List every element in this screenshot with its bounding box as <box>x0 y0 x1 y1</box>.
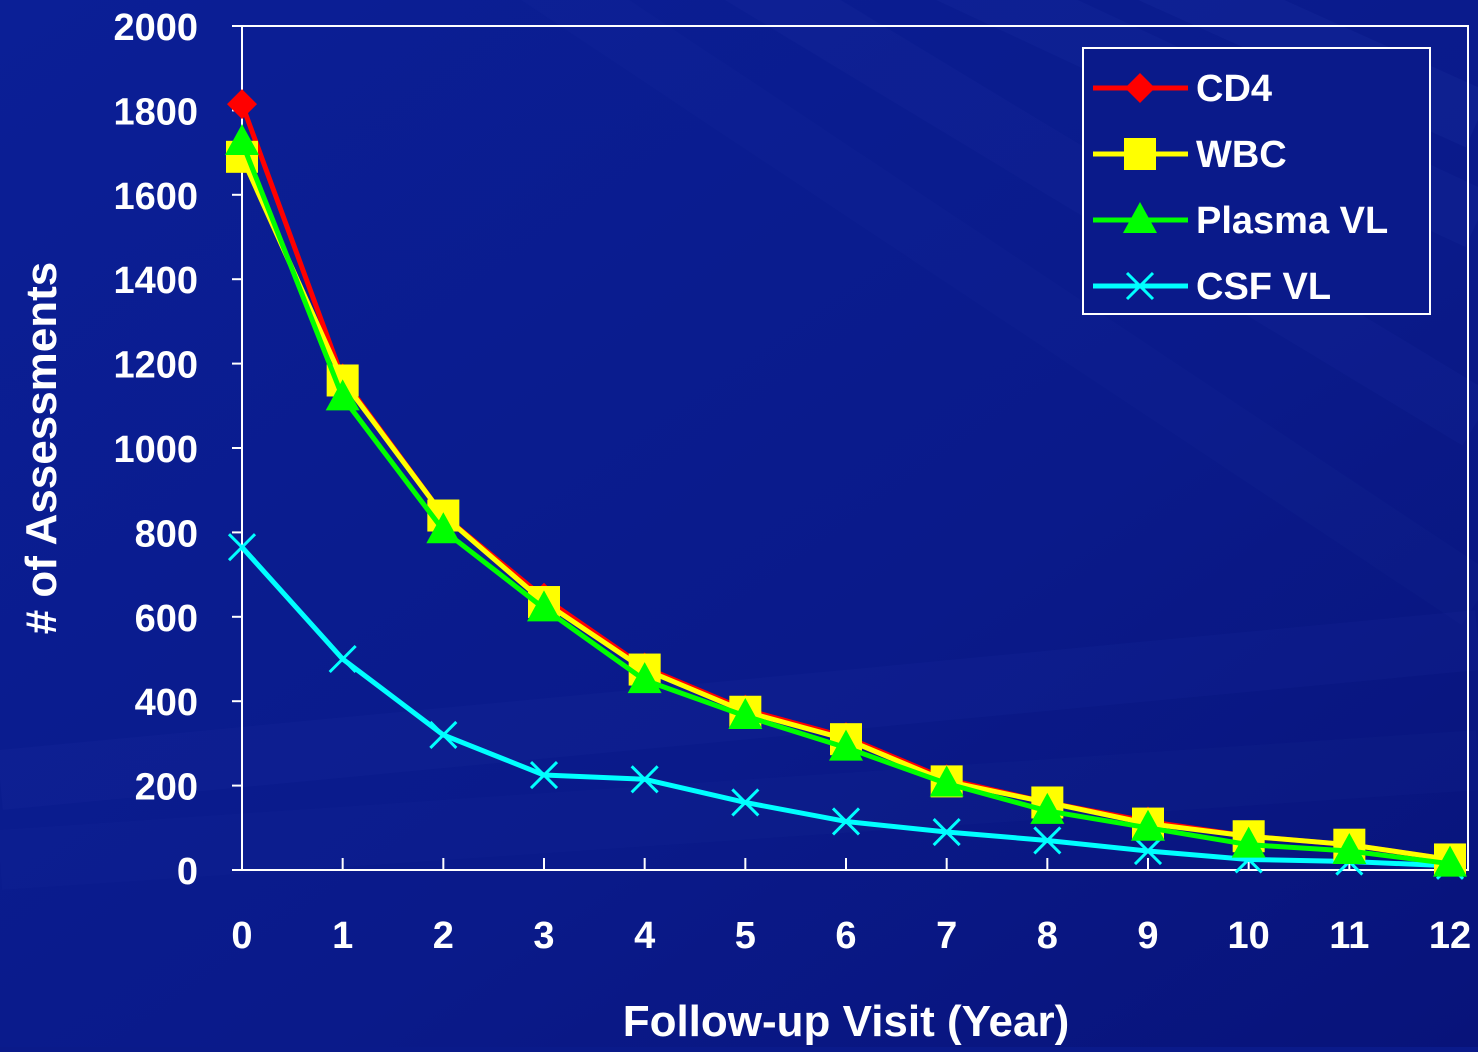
series-layer <box>225 89 1467 880</box>
data-point-plasma-vl <box>929 765 964 797</box>
x-tick-label: 6 <box>835 915 856 957</box>
x-tick-label: 11 <box>1329 915 1369 957</box>
x-axis: 0 1 2 3 4 5 6 7 8 9 10 11 12 <box>231 858 1471 957</box>
y-tick-label: 400 <box>135 682 198 724</box>
x-axis-label: Follow-up Visit (Year) <box>623 997 1070 1046</box>
legend-marker-wbc <box>1124 138 1156 170</box>
data-point-csf-vl <box>932 817 961 847</box>
y-axis: 0 200 400 600 800 1000 1200 1400 1600 1800 2000 <box>113 7 242 893</box>
x-tick-label: 10 <box>1228 915 1270 957</box>
x-tick-label: 8 <box>1037 915 1058 957</box>
data-point-plasma-vl <box>527 590 561 622</box>
x-tick-label: 9 <box>1137 915 1158 957</box>
x-tick-label: 1 <box>332 915 353 957</box>
legend-marker-csf-vl <box>1125 271 1155 301</box>
y-tick-label: 1200 <box>113 345 198 387</box>
background-ray <box>521 0 1478 625</box>
data-point-plasma-vl <box>627 662 662 694</box>
x-tick-label: 4 <box>634 915 655 957</box>
data-point-plasma-vl <box>1030 792 1065 824</box>
y-tick-label: 2000 <box>113 7 198 49</box>
data-point-csf-vl <box>529 760 559 790</box>
y-tick-label: 600 <box>135 598 198 640</box>
y-tick-label: 200 <box>135 767 198 809</box>
series-plasma-vl <box>225 124 1467 877</box>
data-point-plasma-vl <box>225 124 259 156</box>
legend-label-csf-vl: CSF VL <box>1196 266 1331 308</box>
data-point-plasma-vl <box>426 512 461 544</box>
legend-marker-plasma-vl <box>1123 202 1157 233</box>
legend: CD4 WBC Plasma VL CSF VL <box>1082 47 1431 315</box>
x-tick-label: 5 <box>735 915 756 957</box>
data-point-plasma-vl <box>1433 845 1467 877</box>
legend-marker-cd4 <box>1125 73 1155 103</box>
data-point-plasma-vl <box>1332 833 1367 865</box>
data-point-plasma-vl <box>829 729 863 761</box>
data-point-csf-vl <box>630 765 659 794</box>
y-tick-label: 1000 <box>113 429 198 471</box>
data-point-csf-vl <box>1133 836 1163 866</box>
y-tick-label: 1800 <box>113 91 198 133</box>
y-tick-label: 0 <box>177 851 198 893</box>
data-point-csf-vl <box>831 807 861 836</box>
y-tick-label: 1400 <box>113 260 198 302</box>
data-point-csf-vl <box>227 533 257 562</box>
series-csf-vl <box>227 533 1465 880</box>
x-tick-label: 12 <box>1429 915 1471 957</box>
legend-label-cd4: CD4 <box>1196 68 1272 110</box>
x-tick-label: 0 <box>231 915 252 957</box>
x-tick-label: 3 <box>533 915 554 957</box>
data-point-csf-vl <box>1033 826 1062 855</box>
data-point-plasma-vl <box>728 697 763 729</box>
data-point-csf-vl <box>731 788 760 817</box>
y-tick-label: 1600 <box>113 176 198 218</box>
legend-label-wbc: WBC <box>1196 134 1287 176</box>
x-tick-label: 2 <box>433 915 454 957</box>
data-point-cd4 <box>227 89 257 120</box>
data-point-plasma-vl <box>325 379 360 411</box>
data-point-plasma-vl <box>1131 809 1165 841</box>
y-tick-label: 800 <box>135 513 198 555</box>
data-point-plasma-vl <box>1231 826 1266 858</box>
data-point-csf-vl <box>328 644 357 674</box>
y-axis-label: # of Assessments <box>17 262 66 635</box>
x-tick-label: 7 <box>936 915 957 957</box>
legend-label-plasma-vl: Plasma VL <box>1196 200 1388 242</box>
data-point-csf-vl <box>429 720 458 750</box>
